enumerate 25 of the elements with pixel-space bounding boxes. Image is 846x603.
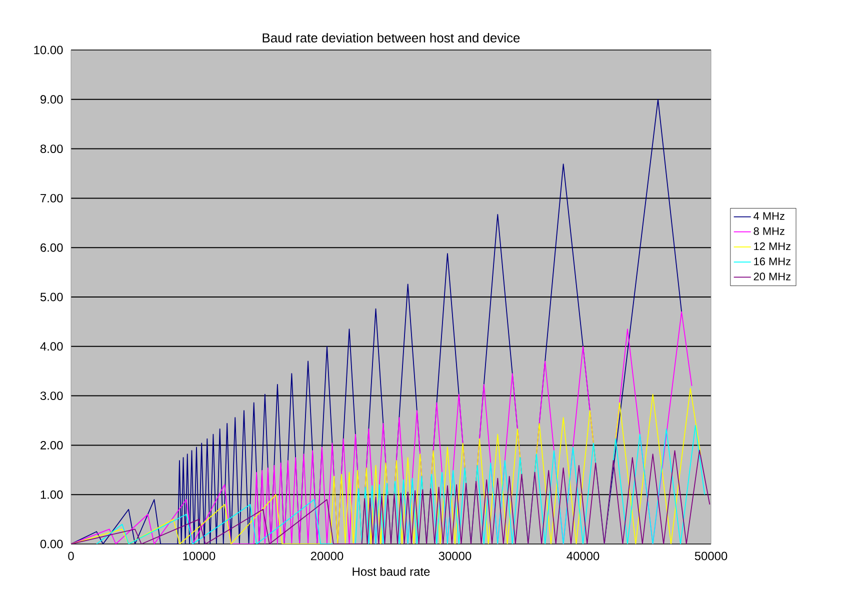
x-tick-label: 10000 <box>183 552 216 560</box>
x-axis-title: Host baud rate <box>352 567 430 576</box>
y-tick-label: 6.00 <box>40 243 63 252</box>
y-tick-label: 7.00 <box>40 194 63 202</box>
x-tick-label: 40000 <box>566 552 600 560</box>
y-tick-label: 3.00 <box>40 392 63 400</box>
y-tick-label: 1.00 <box>40 490 63 499</box>
legend-label: 12 MHz <box>754 242 790 250</box>
x-tick-label: 30000 <box>438 552 472 560</box>
x-tick-label: 50000 <box>694 552 728 560</box>
legend-label: 16 MHz <box>754 258 790 266</box>
legend-label: 8 MHz <box>754 227 784 236</box>
x-tick-label: 20000 <box>310 552 344 560</box>
x-tick-label: 0 <box>68 552 74 560</box>
y-tick-label: 0.00 <box>40 540 63 548</box>
y-tick-label: 10.00 <box>34 46 63 54</box>
y-tick-label: 4.00 <box>40 342 63 351</box>
y-tick-label: 5.00 <box>40 292 63 302</box>
legend-label: 20 MHz <box>754 272 790 280</box>
y-tick-label: 2.00 <box>40 440 63 450</box>
y-tick-label: 9.00 <box>40 95 63 104</box>
chart-title: Baud rate deviation between host and device <box>262 32 520 42</box>
y-tick-label: 8.00 <box>40 144 63 154</box>
line-series <box>71 450 710 544</box>
legend-label: 4 MHz <box>754 212 784 220</box>
